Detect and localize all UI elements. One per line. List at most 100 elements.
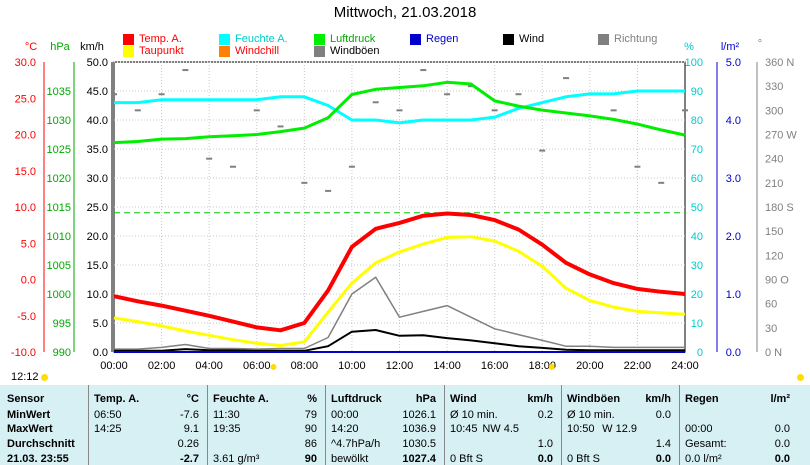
sun-marker	[41, 374, 48, 381]
series-line-luftdruck	[113, 80, 686, 145]
wind-tick-label: 20.0	[87, 231, 108, 243]
gust-time: Ø 10 min.	[567, 409, 615, 421]
wind-tick-label: 5.0	[93, 318, 108, 330]
direction-point	[467, 85, 474, 88]
humidity-tick-label: 40	[691, 231, 703, 243]
direction-tick-label: 210	[765, 178, 783, 190]
humidity-time: 3.61 g/m³	[213, 453, 260, 465]
temp-tick-label: -10.0	[11, 347, 36, 359]
column-separator	[444, 385, 445, 465]
gust-header: Windböen	[567, 393, 621, 405]
direction-point	[444, 93, 451, 96]
direction-point	[372, 101, 379, 104]
direction-point	[182, 69, 189, 72]
legend-swatch	[123, 45, 134, 57]
time-tick-label: 02:00	[148, 360, 176, 372]
row-label: MinWert	[7, 409, 51, 421]
sunset-marker	[548, 364, 555, 370]
row-label: Sensor	[7, 393, 45, 405]
humidity-header: Feuchte A.	[213, 393, 269, 405]
statistics-table: Sensor MinWert MaxWert Durchschnitt 21.03. 2…	[0, 385, 810, 465]
legend-item: Taupunkt	[123, 45, 184, 57]
wind-time: Ø 10 min.	[450, 409, 498, 421]
legend-swatch	[503, 33, 514, 45]
series-line-windb-en	[114, 276, 685, 350]
direction-point	[134, 109, 141, 112]
row-label: Durchschnitt	[7, 438, 75, 450]
pressure-tick-label: 1025	[47, 144, 71, 156]
pressure-tick-label: 1035	[47, 86, 71, 98]
legend-label: Wind	[519, 33, 545, 45]
direction-point	[610, 109, 617, 112]
direction-tick-label: 150	[765, 226, 783, 238]
humidity-value: 86	[304, 438, 317, 450]
chart-title: Mittwoch, 21.03.2018	[333, 4, 477, 21]
wind-value: 1.0	[537, 438, 553, 450]
pressure-time: 14:20	[331, 423, 359, 435]
gust-time: 10:50	[567, 423, 595, 435]
pressure-tick-label: 1000	[47, 289, 71, 301]
humidity-tick-label: 90	[691, 86, 703, 98]
pressure-header: Luftdruck	[331, 393, 382, 405]
direction-point	[158, 93, 165, 96]
humidity-unit: %	[307, 393, 317, 405]
legend-item: Temp. A.	[123, 33, 182, 45]
humidity-tick-label: 0	[697, 347, 703, 359]
wind-value: 0.2	[537, 409, 553, 421]
direction-point	[301, 181, 308, 184]
legend-label: Windchill	[235, 45, 280, 57]
gust-value: 0.0	[655, 409, 671, 421]
pressure-tick-label: 990	[53, 347, 71, 359]
wind-unit: km/h	[80, 41, 104, 53]
temp-tick-label: -5.0	[17, 311, 36, 323]
humidity-tick-label: 30	[691, 260, 703, 272]
direction-tick-label: 90 O	[765, 275, 789, 287]
wind-tick-label: 25.0	[87, 202, 108, 214]
temp-value: 9.1	[183, 423, 199, 435]
pressure-tick-label: 1020	[47, 173, 71, 185]
pressure-unit: hPa	[50, 41, 70, 53]
rain-value: 0.0	[774, 423, 790, 435]
direction-point	[206, 157, 213, 160]
time-tick-label: 24:00	[671, 360, 699, 372]
legend-item: Feuchte A.	[219, 33, 288, 45]
temp-value: 0.26	[177, 438, 199, 450]
gust-time: 0 Bft S	[567, 453, 601, 465]
direction-tick-label: 330	[765, 81, 783, 93]
wind-tick-label: 50.0	[87, 57, 108, 69]
rain-tick-label: 2.0	[726, 231, 741, 243]
direction-tick-label: 120	[765, 250, 783, 262]
direction-tick-label: 270 W	[765, 130, 797, 142]
legend-label: Regen	[426, 33, 459, 45]
temp-unit: °C	[186, 393, 199, 405]
pressure-tick-label: 995	[53, 318, 71, 330]
direction-point	[348, 165, 355, 168]
status-bar: 12:12	[0, 371, 810, 384]
gust-value: 0.0	[655, 453, 671, 465]
humidity-tick-label: 70	[691, 144, 703, 156]
column-separator	[207, 385, 208, 465]
current-time: 12:12	[11, 371, 39, 383]
pressure-value: 1026.1	[402, 409, 436, 421]
pressure-tick-label: 1030	[47, 115, 71, 127]
rain-tick-label: 5.0	[726, 57, 741, 69]
series-line-temp-a-	[113, 211, 686, 333]
temp-tick-label: 20.0	[15, 130, 36, 142]
temp-tick-label: 5.0	[21, 238, 36, 250]
row-label: 21.03. 23:55	[7, 453, 69, 465]
time-tick-label: 18:00	[528, 360, 556, 372]
wind-time: 0 Bft S	[450, 453, 484, 465]
rain-header: Regen	[685, 393, 719, 405]
pressure-time: ^4.7hPa/h	[331, 438, 381, 450]
rain-tick-label: 4.0	[726, 115, 741, 127]
direction-point	[634, 165, 641, 168]
temp-header: Temp. A.	[94, 393, 140, 405]
direction-point	[658, 181, 665, 184]
rain-time: 0.0 l/m²	[685, 453, 722, 465]
direction-tick-label: 240	[765, 154, 783, 166]
wind-header: Wind	[450, 393, 477, 405]
column-separator	[679, 385, 680, 465]
pressure-unit: hPa	[415, 393, 436, 405]
time-tick-label: 20:00	[576, 360, 604, 372]
legend-item: Windböen	[314, 45, 380, 57]
